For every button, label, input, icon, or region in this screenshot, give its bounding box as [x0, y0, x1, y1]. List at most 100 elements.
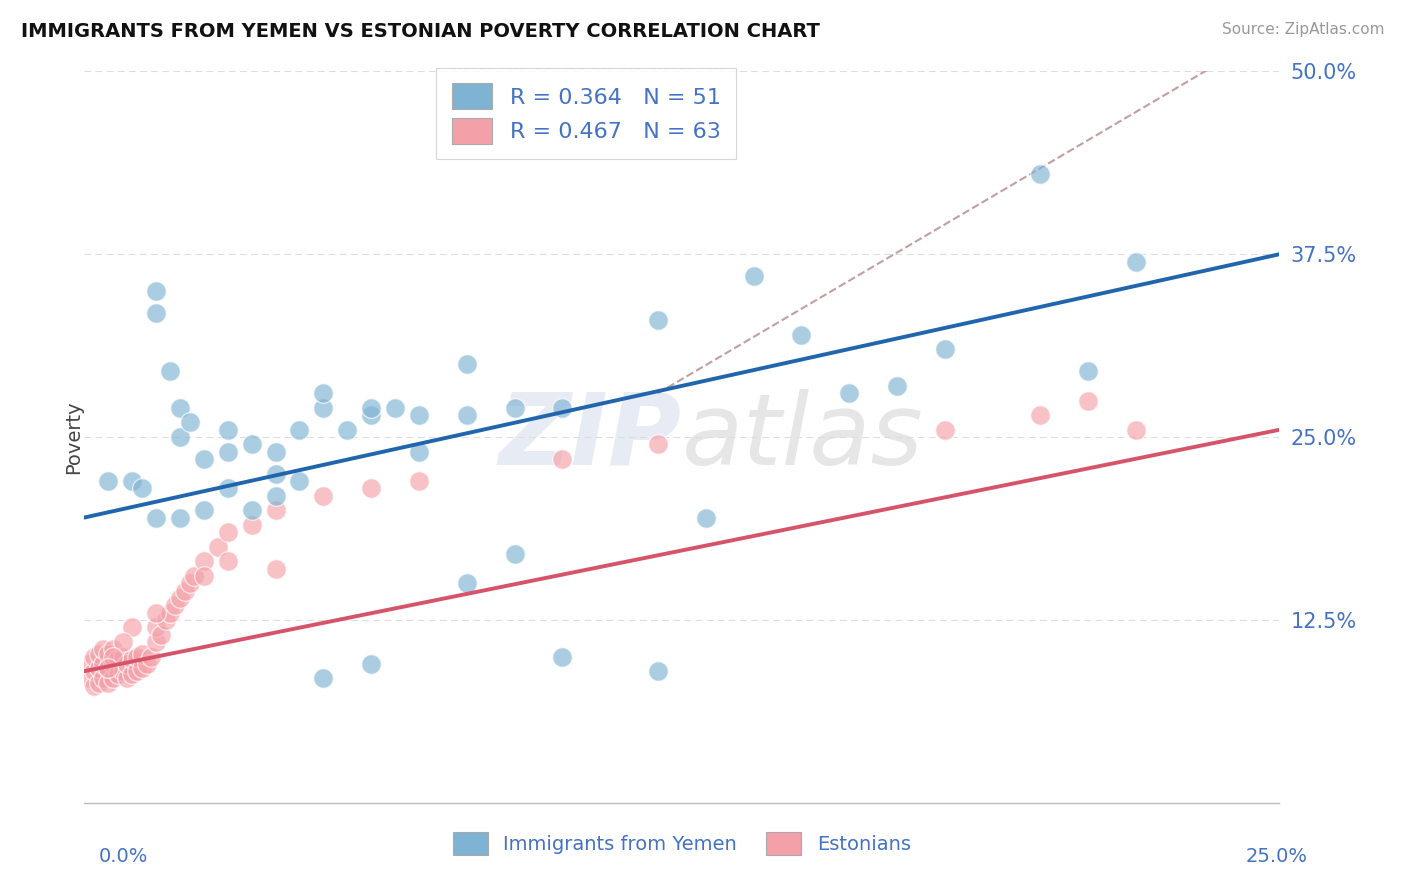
Point — [131, 647, 153, 661]
Point — [264, 444, 287, 458]
Text: IMMIGRANTS FROM YEMEN VS ESTONIAN POVERTY CORRELATION CHART: IMMIGRANTS FROM YEMEN VS ESTONIAN POVERT… — [21, 22, 820, 41]
Point — [145, 620, 167, 634]
Point — [384, 401, 406, 415]
Point — [97, 661, 120, 675]
Point — [217, 481, 239, 495]
Point — [742, 269, 765, 284]
Point — [121, 620, 143, 634]
Point — [1029, 408, 1052, 422]
Point — [125, 649, 148, 664]
Point — [97, 474, 120, 488]
Point — [111, 649, 134, 664]
Point — [264, 489, 287, 503]
Point — [101, 657, 124, 671]
Point — [169, 401, 191, 415]
Point — [193, 569, 215, 583]
Point — [173, 583, 195, 598]
Point — [87, 661, 110, 675]
Point — [125, 664, 148, 678]
Point — [217, 554, 239, 568]
Text: ZIP: ZIP — [499, 389, 682, 485]
Point — [107, 652, 129, 666]
Text: 25.0%: 25.0% — [1246, 847, 1308, 866]
Point — [145, 284, 167, 298]
Point — [288, 474, 311, 488]
Point — [1029, 167, 1052, 181]
Point — [264, 503, 287, 517]
Point — [695, 510, 717, 524]
Point — [121, 652, 143, 666]
Point — [111, 635, 134, 649]
Point — [93, 657, 115, 671]
Point — [77, 672, 100, 686]
Point — [169, 430, 191, 444]
Point — [551, 401, 574, 415]
Point — [360, 401, 382, 415]
Point — [240, 517, 263, 532]
Point — [408, 474, 430, 488]
Point — [83, 649, 105, 664]
Point — [838, 386, 860, 401]
Point — [240, 503, 263, 517]
Point — [169, 510, 191, 524]
Point — [131, 661, 153, 675]
Point — [145, 510, 167, 524]
Point — [1125, 254, 1147, 268]
Point — [83, 679, 105, 693]
Point — [647, 313, 669, 327]
Point — [790, 327, 813, 342]
Point — [193, 452, 215, 467]
Point — [264, 562, 287, 576]
Point — [141, 649, 163, 664]
Point — [107, 667, 129, 681]
Point — [97, 676, 120, 690]
Point — [87, 676, 110, 690]
Point — [179, 416, 201, 430]
Point — [97, 661, 120, 675]
Point — [934, 423, 956, 437]
Point — [360, 657, 382, 671]
Point — [551, 649, 574, 664]
Point — [145, 606, 167, 620]
Point — [551, 452, 574, 467]
Text: 0.0%: 0.0% — [98, 847, 148, 866]
Point — [264, 467, 287, 481]
Point — [647, 664, 669, 678]
Point — [159, 606, 181, 620]
Point — [179, 576, 201, 591]
Point — [87, 647, 110, 661]
Point — [159, 364, 181, 378]
Point — [131, 481, 153, 495]
Point — [169, 591, 191, 605]
Point — [145, 306, 167, 320]
Y-axis label: Poverty: Poverty — [63, 401, 83, 474]
Point — [121, 667, 143, 681]
Point — [155, 613, 177, 627]
Text: atlas: atlas — [682, 389, 924, 485]
Point — [1125, 423, 1147, 437]
Point — [93, 672, 115, 686]
Point — [647, 437, 669, 451]
Point — [456, 576, 478, 591]
Point — [1077, 393, 1099, 408]
Point — [117, 672, 139, 686]
Point — [312, 489, 335, 503]
Legend: Immigrants from Yemen, Estonians: Immigrants from Yemen, Estonians — [441, 821, 922, 866]
Point — [503, 547, 526, 561]
Point — [117, 657, 139, 671]
Point — [886, 379, 908, 393]
Point — [83, 664, 105, 678]
Point — [193, 554, 215, 568]
Point — [193, 503, 215, 517]
Point — [97, 647, 120, 661]
Point — [934, 343, 956, 357]
Point — [101, 672, 124, 686]
Point — [456, 408, 478, 422]
Point — [145, 635, 167, 649]
Point — [408, 444, 430, 458]
Point — [165, 599, 187, 613]
Point — [183, 569, 205, 583]
Point — [360, 408, 382, 422]
Point — [111, 664, 134, 678]
Point — [135, 657, 157, 671]
